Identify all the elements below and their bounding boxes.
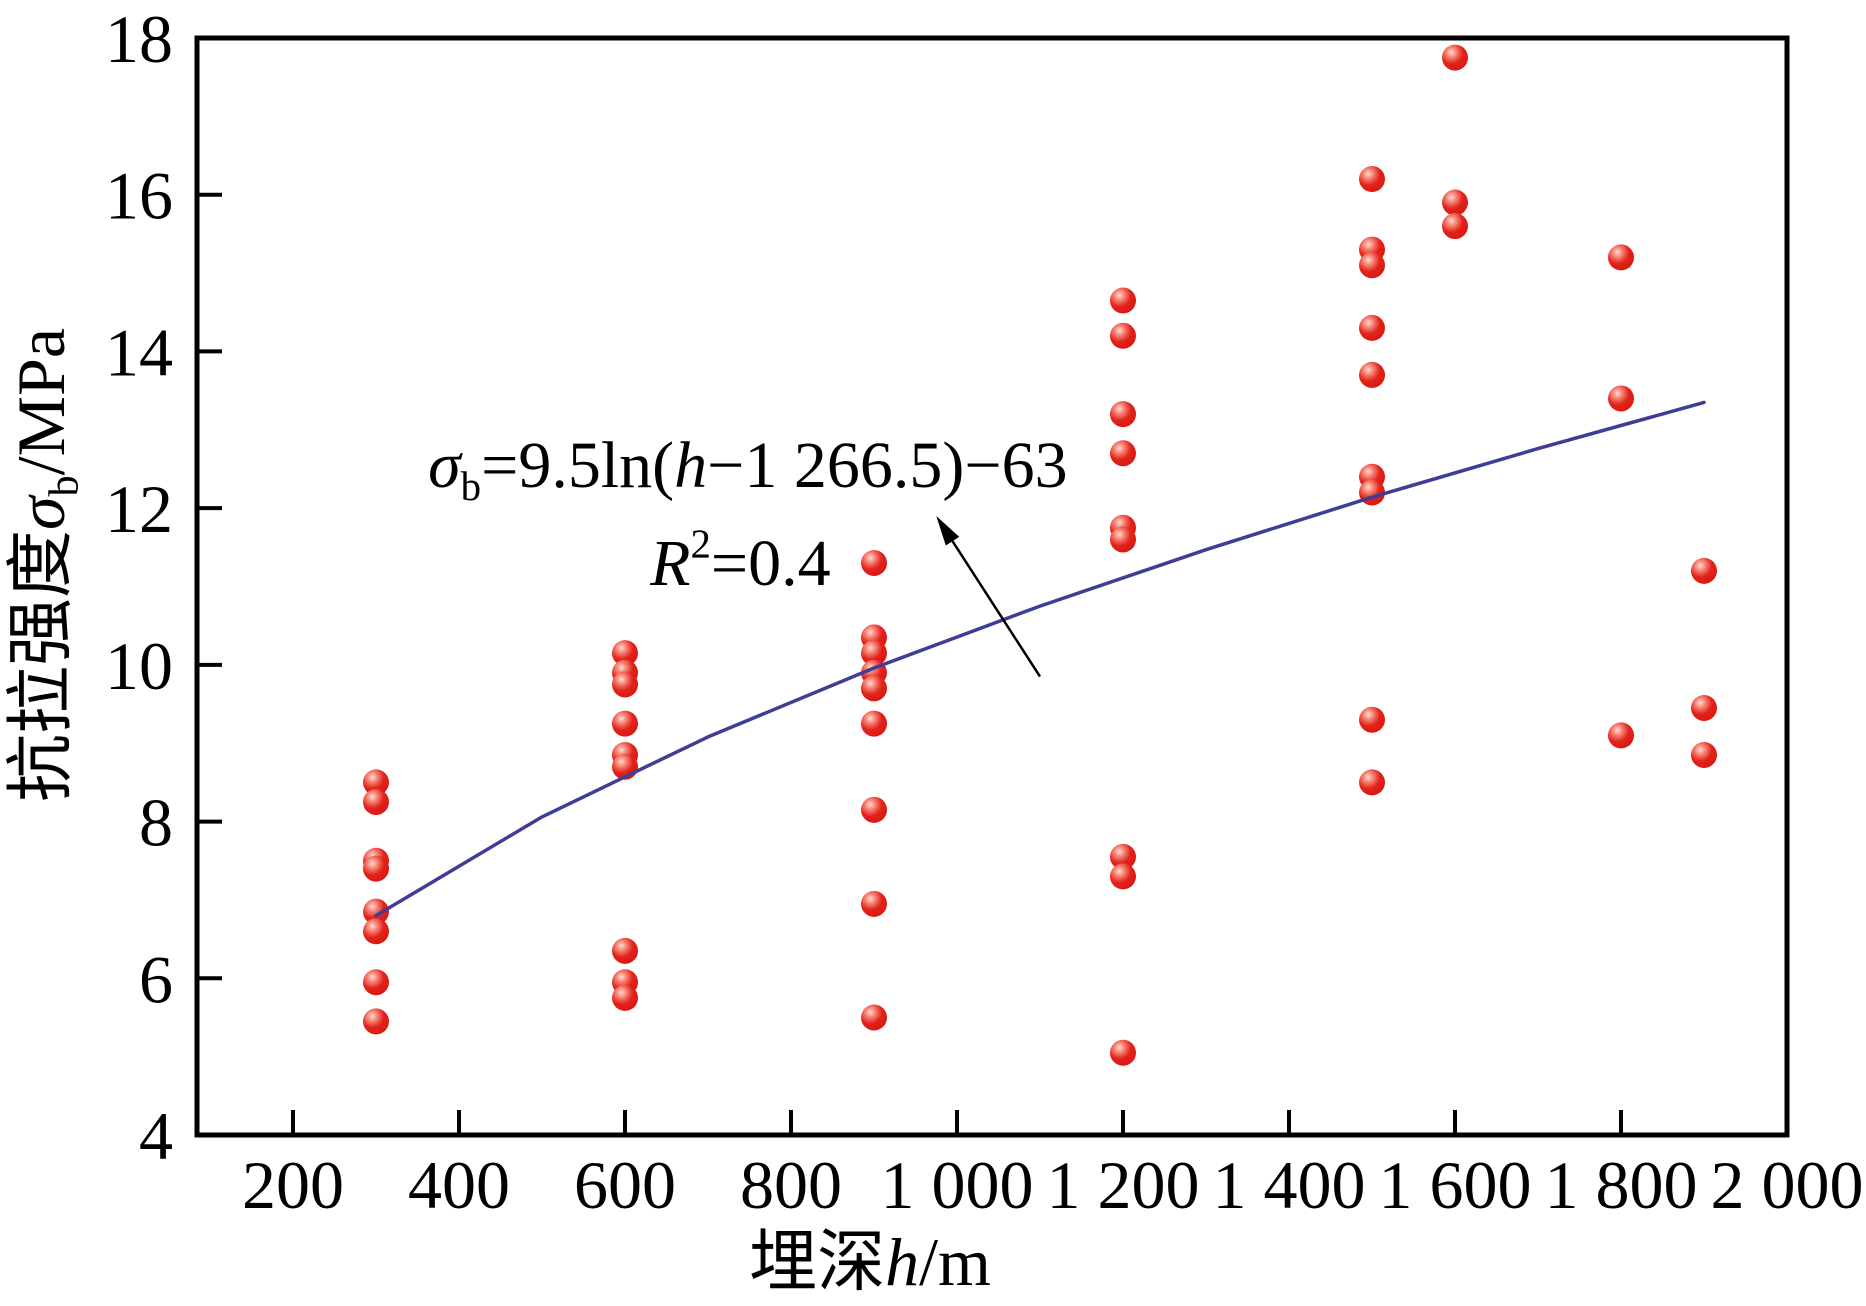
data-point: [363, 918, 389, 945]
data-point: [1359, 166, 1385, 193]
y-tick-label: 6: [139, 941, 173, 1017]
y-tick-label: 4: [139, 1098, 173, 1174]
data-point: [1608, 722, 1634, 749]
plot-border: [194, 35, 1790, 1138]
data-points: [363, 44, 1717, 1066]
data-point: [861, 549, 887, 576]
data-point: [1359, 361, 1385, 388]
x-tick-label: 1 200: [1047, 1147, 1200, 1223]
trend-line: [374, 400, 1706, 918]
x-tick-label: 800: [740, 1147, 842, 1223]
data-point: [861, 890, 887, 917]
data-point: [612, 710, 638, 737]
y-tick-label: 18: [105, 1, 173, 77]
equation-line-1: σb=9.5ln(h−1 266.5)−63: [428, 429, 1067, 509]
data-point: [363, 769, 389, 796]
data-point: [1359, 706, 1385, 733]
data-point: [363, 969, 389, 996]
data-point: [363, 1008, 389, 1035]
data-point: [1442, 44, 1468, 71]
y-tick-label: 14: [105, 314, 173, 390]
x-axis: 200 400 600 800 1 000 1 200 1 400 1 600 1 800 2 0…: [242, 1110, 1864, 1223]
data-point: [363, 788, 389, 815]
data-point: [1110, 322, 1136, 349]
annotation-arrow: [936, 515, 1042, 678]
data-point: [612, 671, 638, 698]
data-point: [861, 796, 887, 823]
x-tick-label: 600: [574, 1147, 676, 1223]
y-axis-title: 抗拉强度σb/MPa: [3, 328, 88, 802]
arrow-shaft: [951, 540, 1042, 678]
data-point: [861, 1004, 887, 1031]
x-axis-title: 埋深h/m: [749, 1224, 991, 1300]
data-point: [1442, 213, 1468, 240]
data-point: [861, 640, 887, 667]
data-point: [612, 984, 638, 1011]
data-point: [1691, 557, 1717, 584]
equation-line-2: R2=0.4: [649, 521, 831, 600]
data-point: [1110, 401, 1136, 428]
y-tick-label: 8: [139, 785, 173, 861]
x-tick-label: 1 400: [1213, 1147, 1366, 1223]
data-point: [1110, 843, 1136, 870]
x-tick-label: 1 800: [1545, 1147, 1698, 1223]
x-tick-label: 200: [242, 1147, 344, 1223]
data-point: [1608, 244, 1634, 271]
y-tick-label: 10: [105, 628, 173, 704]
data-point: [612, 937, 638, 964]
y-tick-label: 16: [105, 158, 173, 234]
data-point: [1110, 287, 1136, 314]
data-point: [1359, 252, 1385, 279]
data-point: [1110, 440, 1136, 467]
data-point: [363, 898, 389, 925]
data-point: [1442, 189, 1468, 216]
data-point: [1359, 314, 1385, 341]
data-point: [861, 710, 887, 737]
arrow-head: [936, 515, 960, 546]
data-point: [1110, 526, 1136, 553]
data-point: [861, 675, 887, 702]
data-point: [1691, 741, 1717, 768]
x-tick-label: 400: [408, 1147, 510, 1223]
data-point: [612, 640, 638, 667]
x-tick-label: 1 000: [881, 1147, 1034, 1223]
data-point: [363, 855, 389, 882]
data-point: [1691, 694, 1717, 721]
y-tick-label: 12: [105, 471, 173, 547]
data-point: [1110, 1039, 1136, 1066]
x-tick-label: 2 000: [1711, 1147, 1864, 1223]
data-point: [1608, 385, 1634, 412]
y-axis: 4 6 8 10 12 14 16 18: [105, 1, 222, 1174]
x-tick-label: 1 600: [1379, 1147, 1532, 1223]
data-point: [1359, 769, 1385, 796]
data-point: [1110, 863, 1136, 890]
